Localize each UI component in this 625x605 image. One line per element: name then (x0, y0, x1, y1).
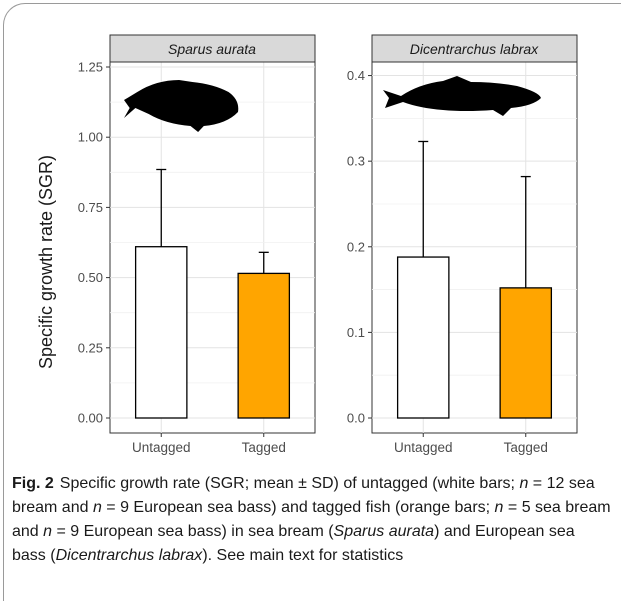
x-tick-label: Tagged (242, 440, 286, 455)
sea-bass-icon (383, 76, 541, 116)
y-tick-label: 0.0 (347, 411, 365, 426)
x-tick-label: Untagged (132, 440, 191, 455)
x-tick-label: Tagged (504, 440, 548, 455)
y-tick-label: 0.00 (78, 411, 103, 426)
y-tick-label: 0.25 (78, 340, 103, 355)
figure-frame (3, 3, 621, 601)
y-tick-label: 0.3 (347, 154, 365, 169)
y-tick-label: 1.00 (78, 130, 103, 145)
bar-tagged (237, 272, 291, 419)
y-tick-label: 0.4 (347, 68, 365, 83)
y-tick-label: 0.75 (78, 200, 103, 215)
bar-untagged (134, 246, 188, 419)
y-tick-label: 1.25 (78, 60, 103, 75)
y-axis-label: Specific growth rate (SGR) (36, 155, 56, 369)
chart: 0.00 0.25 0.50 0.75 1.00 1.25 Untagged Tagged Sp… (36, 34, 578, 455)
y-tick-label: 0.50 (78, 270, 103, 285)
caption-label: Fig. 2 (12, 475, 54, 492)
x-tick-label: Untagged (394, 440, 453, 455)
sea-bream-icon (124, 80, 239, 132)
panel-strip (109, 34, 316, 63)
panel-dicentrarchus-labrax: 0.0 0.1 0.2 0.3 0.4 Untagged Tagged Dicentrarch… (347, 34, 578, 455)
y-tick-label: 0.1 (347, 325, 365, 340)
panel-sparus-aurata: 0.00 0.25 0.50 0.75 1.00 1.25 Untagged Tagged Sp… (78, 34, 316, 455)
bar-tagged (499, 287, 553, 419)
panel-title: Sparus aurata (168, 41, 256, 57)
bar-untagged (396, 256, 450, 419)
panel-title: Dicentrarchus labrax (410, 41, 539, 57)
y-tick-label: 0.2 (347, 239, 365, 254)
figure-caption: Fig. 2 Specific growth rate (SGR; mean ± … (12, 475, 611, 564)
panel-strip (371, 34, 578, 63)
